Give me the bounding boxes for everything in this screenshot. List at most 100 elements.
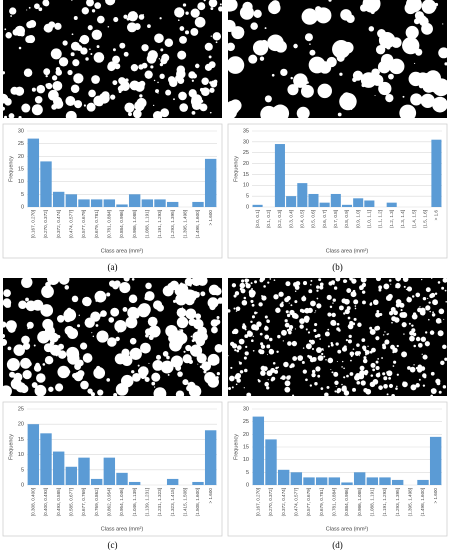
x-tick-label: (1.508, 1.600] [195, 488, 200, 516]
particle [71, 33, 74, 36]
particle [27, 327, 30, 330]
particle [319, 338, 321, 340]
particle [344, 308, 350, 315]
particle [38, 7, 43, 12]
particle [303, 315, 310, 322]
particle [266, 370, 273, 377]
particle [234, 348, 237, 352]
particle [207, 353, 220, 366]
particle [44, 326, 55, 337]
particle [284, 322, 290, 328]
particle [335, 386, 337, 388]
particle [332, 40, 351, 59]
particle [324, 331, 330, 337]
particle [253, 9, 262, 18]
particle [18, 46, 22, 50]
particle [45, 74, 48, 78]
particle [331, 371, 334, 374]
particle [266, 319, 270, 323]
particle [425, 305, 431, 311]
particle [52, 80, 63, 91]
particle [190, 27, 199, 36]
particle [287, 84, 299, 96]
particle [264, 27, 267, 30]
particle [382, 334, 385, 336]
particle [425, 331, 428, 334]
bar [417, 479, 429, 485]
particle [323, 355, 326, 358]
bar [353, 472, 366, 485]
y-tick-label: 35 [243, 128, 249, 134]
particle [415, 48, 423, 56]
particle [139, 88, 141, 90]
x-tick-label: (0.986, 1.088] [357, 488, 362, 516]
particle [0, 388, 11, 400]
particle [250, 320, 253, 324]
y-tick-label: 15 [18, 166, 24, 172]
particle [388, 279, 392, 282]
particle [88, 89, 96, 98]
particle [233, 294, 237, 298]
particle [179, 103, 189, 112]
bar [303, 477, 315, 485]
particle [128, 112, 132, 117]
x-tick-label: (1.5, 1.6] [422, 210, 427, 228]
particle [269, 278, 272, 280]
particle [44, 355, 54, 365]
bar [290, 472, 303, 485]
particle [73, 73, 84, 84]
particle [410, 93, 423, 106]
particle [359, 287, 362, 290]
panel-label: (d) [332, 540, 343, 550]
particle [174, 287, 184, 296]
particle [315, 6, 322, 13]
particle [244, 334, 249, 339]
particle [121, 348, 130, 357]
particle [155, 360, 158, 363]
particle [341, 346, 348, 352]
particle [231, 283, 237, 288]
particle [49, 340, 55, 346]
y-axis-label: Frequency [8, 156, 14, 182]
y-tick-label: 15 [243, 172, 249, 178]
x-tick-label: (0.270, 0.372] [268, 488, 273, 516]
particle [445, 301, 447, 303]
particle [329, 305, 333, 309]
particle [403, 333, 405, 335]
particle [114, 320, 127, 333]
particle [91, 332, 93, 334]
particle [133, 23, 141, 30]
particle [272, 361, 276, 365]
particle [197, 275, 208, 286]
particle [13, 372, 23, 382]
particle [84, 317, 95, 328]
particle [267, 379, 269, 381]
particle [375, 45, 386, 55]
particle [291, 340, 298, 347]
particle [118, 90, 122, 94]
particle [244, 278, 249, 283]
particle [383, 384, 388, 389]
particle [420, 93, 435, 108]
particle [51, 75, 58, 81]
particle [358, 355, 361, 357]
particle [37, 301, 42, 305]
particle [119, 42, 126, 49]
x-tick-label: (1.139, 1.231] [145, 488, 150, 516]
particle [391, 394, 395, 398]
x-tick-label: (0.372, 0.474] [56, 210, 61, 238]
y-tick-label: 10 [18, 452, 24, 458]
x-tick-label: (1.293, 1.395] [170, 210, 175, 238]
particle [350, 291, 357, 298]
particle [314, 334, 318, 338]
bar [192, 201, 204, 207]
particle [382, 345, 387, 350]
particle [62, 40, 68, 46]
particle [338, 305, 344, 311]
particle [250, 282, 253, 285]
particle [45, 83, 50, 88]
bar [65, 466, 78, 485]
particle [250, 22, 258, 30]
bar [252, 204, 263, 207]
particle [405, 288, 408, 290]
